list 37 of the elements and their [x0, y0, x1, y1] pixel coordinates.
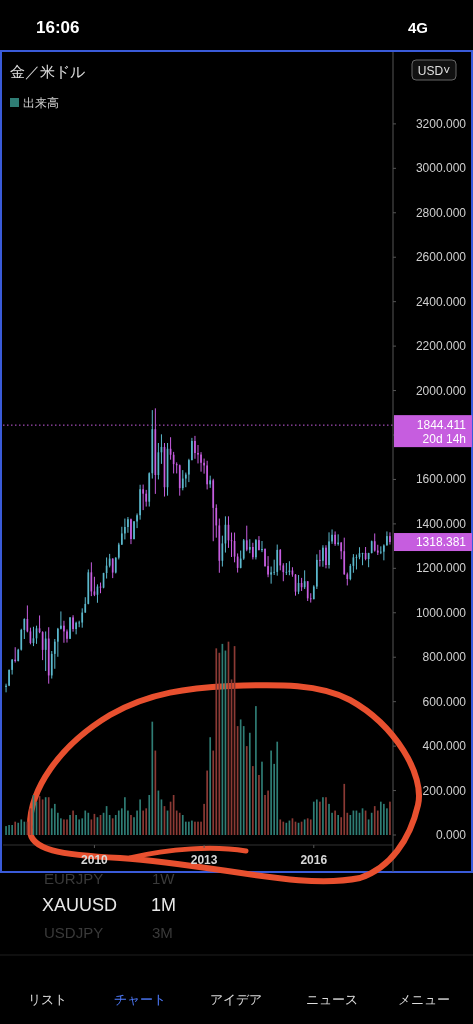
y-tick-label: 600.000: [422, 694, 467, 709]
text: アイデア: [210, 992, 262, 1007]
y-tick-label: 800.000: [422, 650, 467, 665]
y-tick-label: 2400.000: [415, 294, 467, 309]
text: チャート: [114, 992, 166, 1007]
y-tick-label: 2600.000: [415, 250, 467, 265]
text: 1W: [152, 870, 176, 887]
text: リスト: [27, 992, 67, 1007]
y-tick-label: 1000.000: [415, 605, 467, 620]
y-tick-label: 1600.000: [415, 472, 467, 487]
text: 4G: [408, 19, 429, 36]
text: 3M: [152, 924, 173, 941]
text: メニュー: [398, 992, 450, 1007]
y-tick-label: 400.000: [422, 739, 467, 754]
text: 20d 14h: [422, 432, 466, 447]
text: ニュース: [306, 992, 358, 1007]
x-tick-label: 2013: [190, 853, 218, 867]
y-tick-label: 200.000: [422, 783, 467, 798]
y-tick-label: 1200.000: [415, 561, 467, 576]
text: 1318.381: [415, 535, 467, 550]
text: 1M: [151, 895, 177, 915]
y-tick-label: 0.000: [435, 828, 467, 842]
legend-label: 出来高: [23, 96, 59, 110]
y-tick-label: 3200.000: [415, 116, 467, 131]
y-tick-label: 3000.000: [415, 161, 467, 176]
text: USDJPY: [44, 924, 104, 941]
text: EURJPY: [44, 870, 104, 887]
y-tick-label: 2800.000: [415, 205, 467, 220]
y-tick-label: 2200.000: [415, 339, 467, 354]
text: XAUUSD: [42, 895, 118, 915]
text: 金／米ドル: [10, 63, 85, 80]
text: USD˅: [417, 64, 451, 78]
x-tick-label: 2016: [300, 853, 328, 867]
ref-line-label: 1844.411: [416, 418, 467, 433]
y-tick-label: 1400.000: [415, 516, 467, 531]
text: 16:06: [36, 18, 80, 37]
y-tick-label: 2000.000: [415, 383, 467, 398]
